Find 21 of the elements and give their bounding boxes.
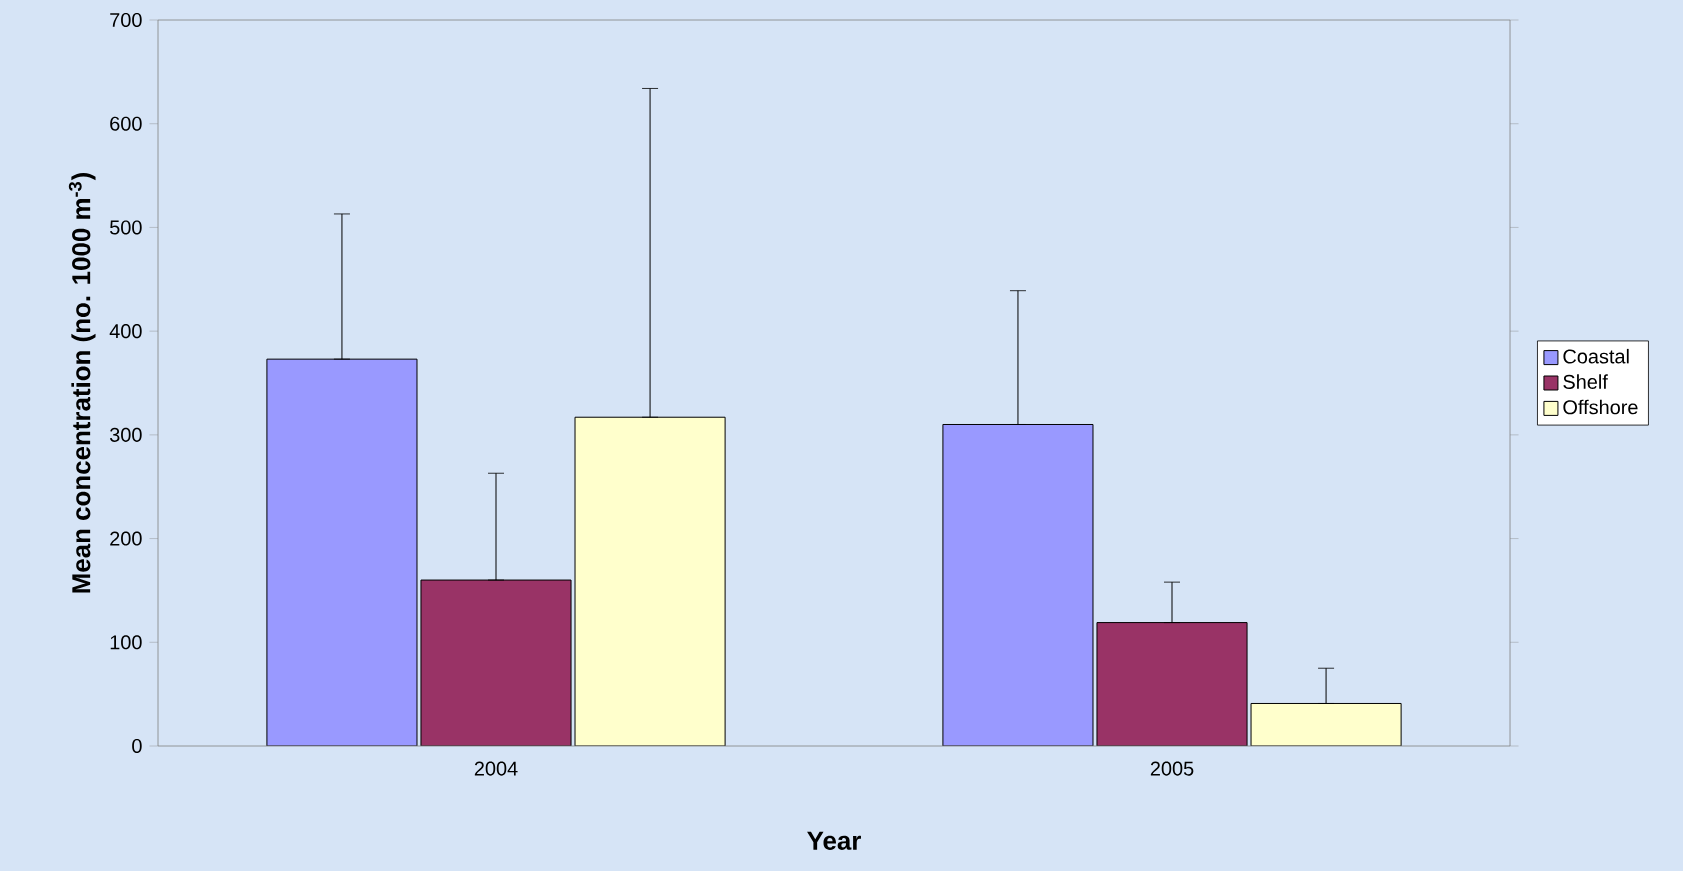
y-tick-label: 100 (110, 635, 142, 650)
y-tick-label: 0 (132, 738, 142, 754)
y-tick-label: 500 (110, 220, 142, 235)
bar (574, 416, 726, 746)
x-tick-label: 2004 (474, 761, 518, 776)
legend-label: Offshore (1563, 399, 1638, 415)
x-axis-title: Year (807, 831, 861, 850)
y-axis-title: Mean concentration (no. 1000 m$^{-3}$) (68, 173, 96, 593)
bar (266, 358, 418, 746)
bar (1096, 622, 1248, 746)
bar (1250, 702, 1402, 746)
y-tick-label: 600 (110, 116, 142, 131)
y-tick-label: 200 (110, 531, 142, 546)
legend-label: Shelf (1563, 374, 1608, 389)
legend-label: Coastal (1563, 348, 1629, 364)
bar (420, 579, 572, 746)
x-tick-label: 2005 (1150, 761, 1194, 776)
y-tick-label: 400 (109, 324, 142, 339)
bar (942, 423, 1094, 746)
y-tick-label: 700 (110, 12, 142, 28)
y-tick-label: 300 (109, 427, 142, 442)
